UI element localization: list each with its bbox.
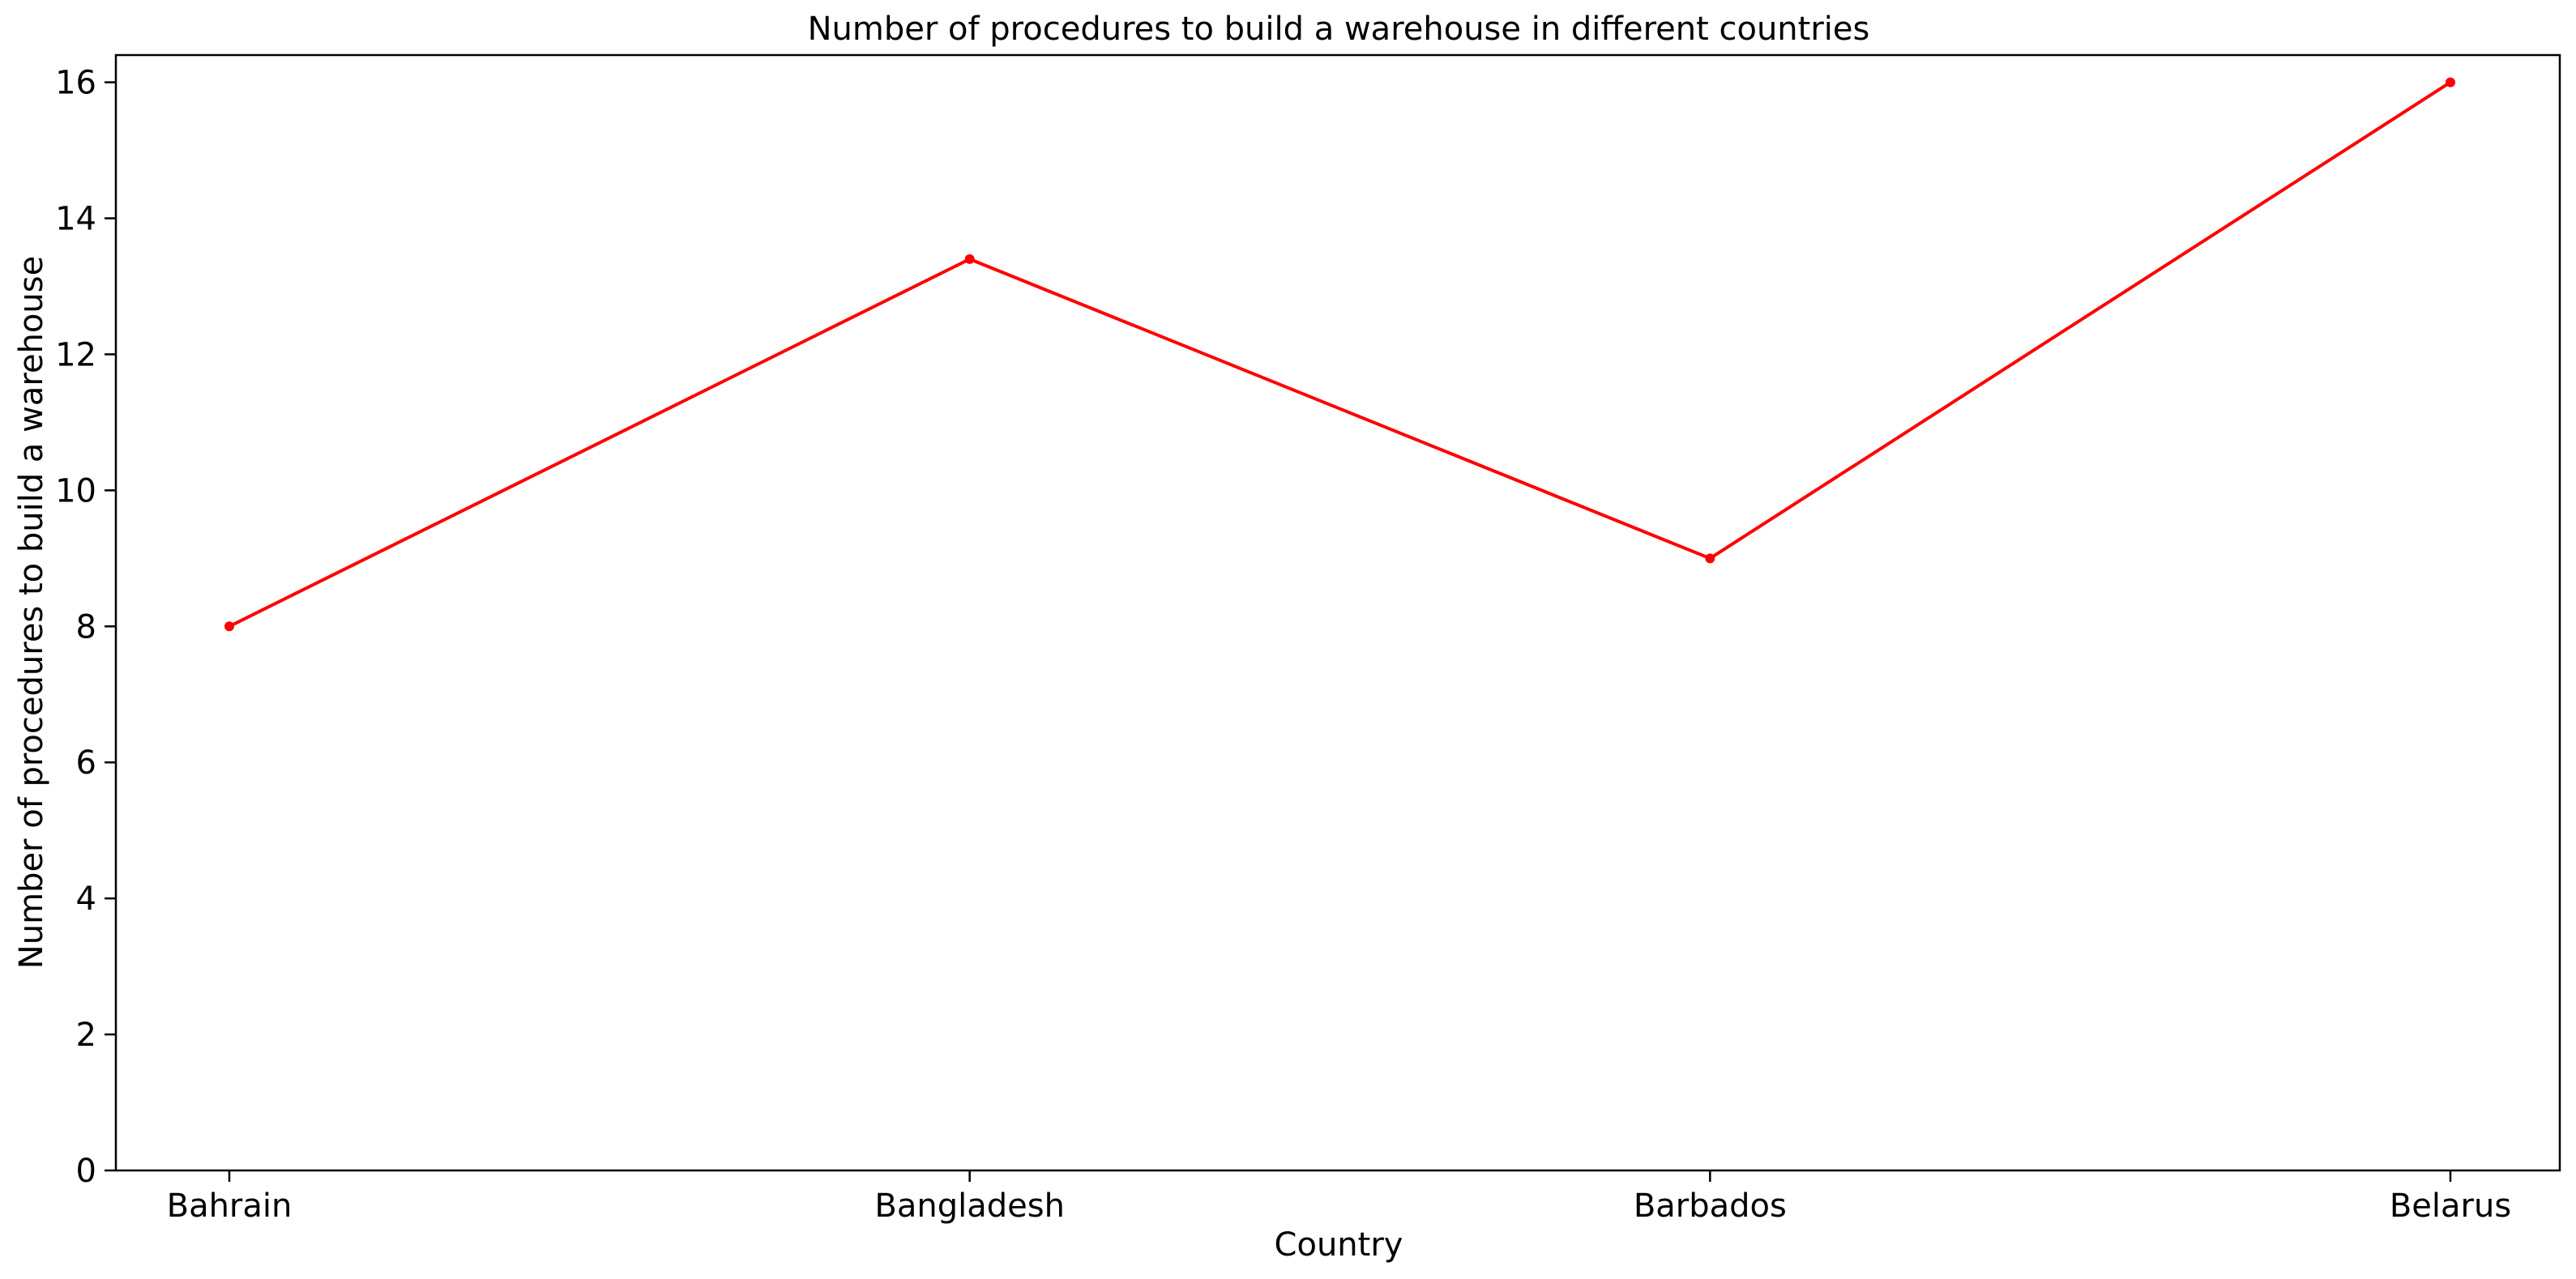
y-tick-label: 2 (76, 1017, 96, 1054)
data-point (964, 254, 975, 264)
plot-area-frame (114, 53, 2561, 1172)
chart-title: Number of procedures to build a warehous… (808, 11, 1870, 48)
x-tick-label: Bahrain (167, 1187, 293, 1225)
data-point (1705, 553, 1715, 564)
y-tick-label: 4 (76, 880, 96, 918)
y-tick-label: 12 (55, 336, 96, 373)
y-tick-label: 0 (76, 1153, 96, 1190)
y-axis-label: Number of procedures to build a warehous… (13, 256, 50, 969)
x-tick-label: Bangladesh (874, 1187, 1065, 1225)
data-point (2446, 77, 2455, 87)
y-tick-label: 6 (76, 744, 96, 782)
y-tick-label: 10 (55, 472, 96, 509)
y-tick-label: 16 (55, 65, 96, 102)
x-axis-ticks: Bahrain Bangladesh Barbados Belarus (167, 1170, 2511, 1225)
x-tick-label: Belarus (2390, 1187, 2511, 1225)
x-axis-label: Country (1275, 1226, 1403, 1264)
y-tick-label: 8 (76, 608, 96, 646)
series-layer (224, 77, 2455, 632)
y-axis-ticks: 0 2 4 6 8 10 12 14 16 (55, 65, 116, 1190)
x-tick-label: Barbados (1634, 1187, 1787, 1225)
y-tick-label: 14 (55, 201, 96, 238)
data-point (224, 621, 234, 632)
series-line (229, 80, 2452, 629)
